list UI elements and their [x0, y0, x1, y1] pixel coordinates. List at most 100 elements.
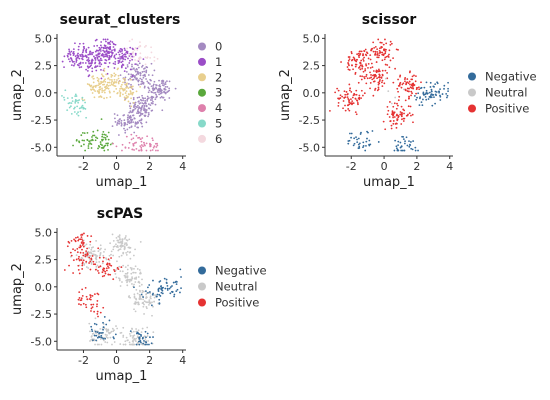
point-Positive: [101, 271, 104, 274]
point-Neutral: [120, 246, 123, 248]
point-1: [134, 63, 137, 66]
point-1: [124, 53, 127, 56]
point-0: [164, 81, 167, 84]
point-0: [124, 123, 126, 126]
point-0: [149, 104, 152, 107]
point-0: [140, 121, 142, 124]
point-2: [120, 85, 122, 88]
point-Negative: [436, 81, 439, 84]
point-Positive: [84, 253, 87, 256]
point-1: [73, 60, 75, 63]
point-Positive: [103, 274, 106, 277]
point-Positive: [384, 63, 387, 66]
point-Neutral: [149, 295, 152, 298]
point-1: [109, 43, 111, 46]
point-Negative: [422, 98, 424, 101]
point-3: [102, 130, 105, 133]
x-tick-label: 4: [179, 354, 186, 367]
point-Positive: [356, 102, 359, 104]
point-Positive: [390, 42, 393, 45]
point-Negative: [171, 285, 173, 287]
point-Neutral: [137, 329, 140, 332]
point-0: [130, 83, 132, 86]
point-Negative: [409, 143, 411, 146]
legend-swatch-Negative: [468, 72, 476, 81]
point-Negative: [150, 342, 153, 345]
point-1: [111, 49, 113, 52]
point-3: [83, 143, 85, 146]
point-Neutral: [135, 298, 138, 301]
point-Negative: [179, 268, 182, 271]
point-4: [152, 139, 154, 142]
point-Positive: [396, 102, 398, 105]
point-Neutral: [139, 272, 142, 275]
point-1: [119, 57, 121, 60]
point-0: [144, 101, 147, 104]
point-0: [133, 75, 136, 78]
point-0: [128, 111, 131, 114]
point-Negative: [420, 101, 423, 104]
point-0: [155, 86, 157, 89]
point-Positive: [363, 76, 365, 78]
point-Positive: [359, 61, 362, 64]
point-Positive: [388, 116, 391, 118]
point-1: [123, 70, 126, 73]
point-1: [75, 61, 78, 63]
point-Positive: [368, 77, 371, 79]
point-0: [118, 120, 121, 123]
point-1: [108, 41, 111, 44]
point-0: [138, 62, 141, 65]
point-Negative: [165, 282, 168, 285]
point-Positive: [96, 300, 99, 302]
point-Positive: [351, 58, 354, 61]
point-Positive: [373, 80, 376, 83]
point-Positive: [78, 238, 80, 241]
point-Positive: [345, 91, 348, 93]
point-Negative: [410, 141, 412, 143]
point-Positive: [72, 272, 74, 274]
point-1: [118, 49, 121, 52]
point-Positive: [84, 286, 87, 289]
point-1: [89, 53, 92, 56]
point-0: [132, 114, 135, 117]
point-2: [107, 84, 110, 87]
point-Negative: [98, 336, 101, 339]
point-Neutral: [125, 239, 128, 241]
point-1: [105, 53, 108, 56]
point-0: [139, 77, 142, 80]
point-1: [131, 58, 134, 61]
point-Positive: [374, 87, 377, 90]
point-Positive: [388, 49, 391, 52]
point-Positive: [367, 57, 370, 60]
point-Positive: [339, 97, 342, 99]
point-Positive: [392, 122, 395, 125]
point-Neutral: [120, 254, 123, 257]
point-Neutral: [138, 303, 140, 306]
point-Negative: [98, 331, 101, 334]
point-1: [66, 54, 69, 57]
y-tick-label: -2.5: [31, 114, 52, 127]
point-Negative: [397, 140, 400, 143]
point-1: [90, 59, 93, 62]
point-Negative: [399, 141, 402, 144]
point-5: [75, 100, 78, 102]
point-Positive: [369, 82, 372, 84]
point-Neutral: [149, 292, 152, 295]
point-2: [125, 97, 128, 100]
point-1: [99, 44, 102, 47]
legend-label: Positive: [485, 102, 529, 116]
point-Positive: [363, 56, 365, 59]
point-Positive: [350, 98, 352, 101]
point-Neutral: [89, 243, 92, 246]
point-Positive: [399, 113, 402, 116]
point-0: [139, 102, 142, 104]
point-1: [75, 58, 78, 61]
point-Neutral: [123, 274, 126, 277]
point-3: [81, 131, 84, 134]
point-0: [136, 70, 139, 73]
point-Positive: [396, 113, 398, 116]
point-Positive: [355, 93, 358, 96]
point-Neutral: [116, 327, 119, 330]
point-Positive: [420, 81, 422, 84]
point-Positive: [377, 56, 380, 59]
